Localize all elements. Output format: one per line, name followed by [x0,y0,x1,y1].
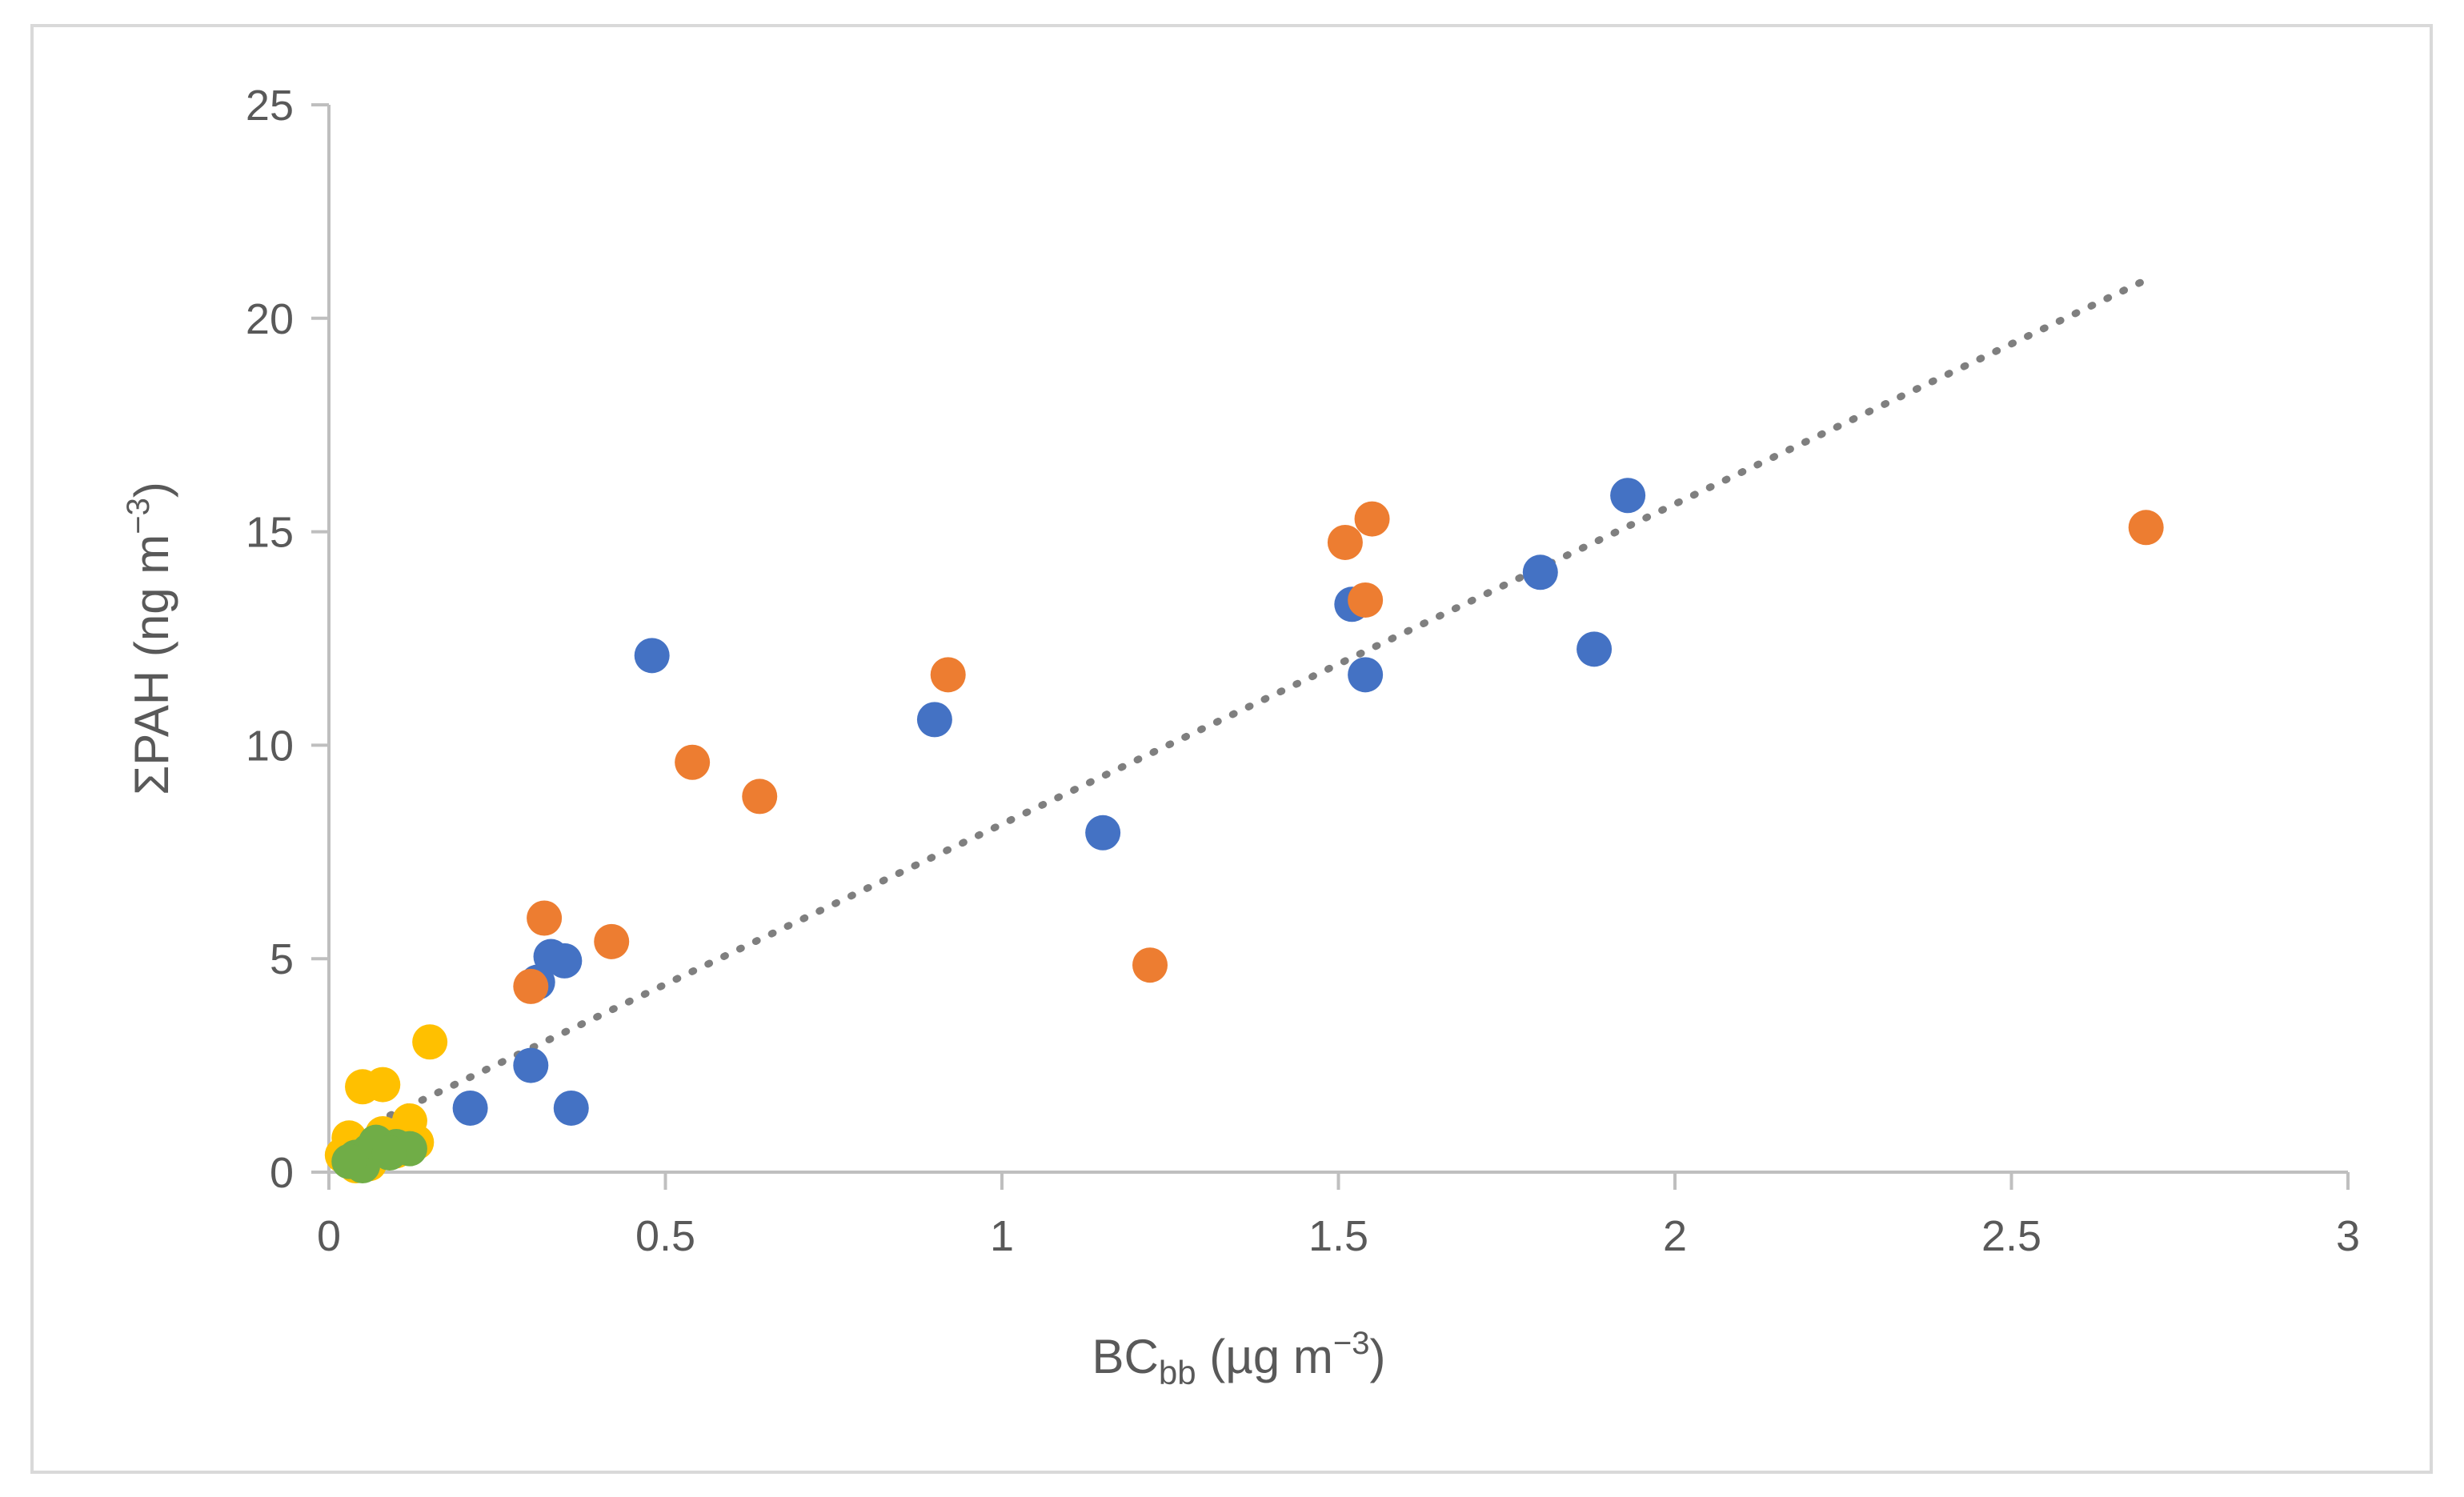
x-tick-label: 1 [990,1212,1014,1260]
data-point-orange [527,900,563,936]
data-point-orange [675,744,711,780]
x-tick-label: 2.5 [1981,1212,2041,1260]
x-ticks: 0 0.5 1 1.5 2 2.5 3 [317,1172,2360,1260]
x-tick-label: 2 [1663,1212,1687,1260]
data-point-blue [1348,657,1384,693]
data-point-orange [1354,501,1390,537]
y-ticks: 0 5 10 15 20 25 [246,82,329,1197]
x-tick-label: 0.5 [635,1212,695,1260]
data-points [324,478,2164,1183]
chart-area [30,24,2433,1474]
data-point-yellow [365,1067,401,1103]
y-axis-title: ΣPAH (ng m−3) [121,482,178,795]
y-tick-label: 15 [246,509,294,557]
data-point-orange [513,968,549,1004]
data-point-blue [1610,478,1646,514]
data-point-blue [1522,554,1558,590]
data-point-green [331,1143,367,1179]
x-tick-label: 1.5 [1308,1212,1368,1260]
data-point-blue [916,702,952,738]
data-point-blue [553,1090,589,1126]
data-point-blue [1085,815,1121,851]
x-tick-label: 3 [2336,1212,2360,1260]
series-blue [452,478,1646,1126]
series-green [331,1124,427,1183]
x-tick-label: 0 [317,1212,341,1260]
data-point-orange [2128,510,2164,546]
data-point-orange [1327,524,1363,560]
data-point-blue [513,1047,549,1083]
y-tick-label: 10 [246,722,294,770]
series-orange [513,501,2164,1004]
data-point-orange [930,657,966,693]
axes [327,105,2348,1174]
y-tick-label: 20 [246,295,294,343]
data-point-blue [634,638,670,674]
data-point-orange [594,923,630,959]
data-point-yellow [412,1024,448,1060]
data-point-blue [452,1090,488,1126]
data-point-blue [547,943,583,979]
data-point-orange [1132,947,1168,983]
x-axis-title: BCbb (µg m−3) [1092,1326,1386,1391]
data-point-blue [1577,631,1613,667]
data-point-orange [742,779,778,815]
data-point-green [371,1135,407,1171]
data-point-orange [1348,582,1384,618]
trendline [339,276,2150,1142]
y-tick-label: 5 [270,935,294,983]
y-tick-label: 0 [270,1149,294,1197]
y-tick-label: 25 [246,82,294,130]
